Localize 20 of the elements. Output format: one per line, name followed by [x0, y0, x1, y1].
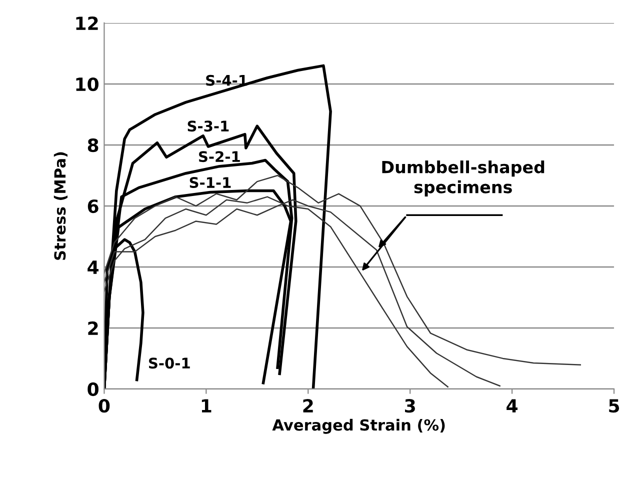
series-label: S-1-1 — [190, 177, 231, 188]
y-tick-label: 6 — [88, 199, 98, 214]
annotation: Dumbbell-shaped specimens — [382, 160, 544, 197]
series-label: S-0-1 — [148, 358, 190, 369]
x-axis-title: Averaged Strain (%) — [272, 418, 445, 434]
y-tick-label: 0 — [88, 382, 98, 396]
x-tick-label: 3 — [405, 398, 415, 413]
x-tick-label: 0 — [98, 398, 110, 413]
x-tick-label: 1 — [202, 399, 212, 412]
series-label: S-3-1 — [188, 120, 229, 132]
series-label: S-2-1 — [199, 151, 240, 162]
x-tick-label: 2 — [303, 398, 313, 412]
x-tick-label: 5 — [609, 399, 620, 413]
y-axis-title: Stress (MPa) — [54, 152, 68, 260]
x-tick-label: 4 — [506, 399, 518, 412]
y-tick-label: 12 — [76, 16, 98, 30]
y-tick-label: 8 — [88, 138, 98, 152]
y-tick-label: 2 — [88, 321, 98, 335]
y-tick-label: 4 — [88, 260, 99, 274]
y-tick-label: 10 — [76, 77, 98, 92]
